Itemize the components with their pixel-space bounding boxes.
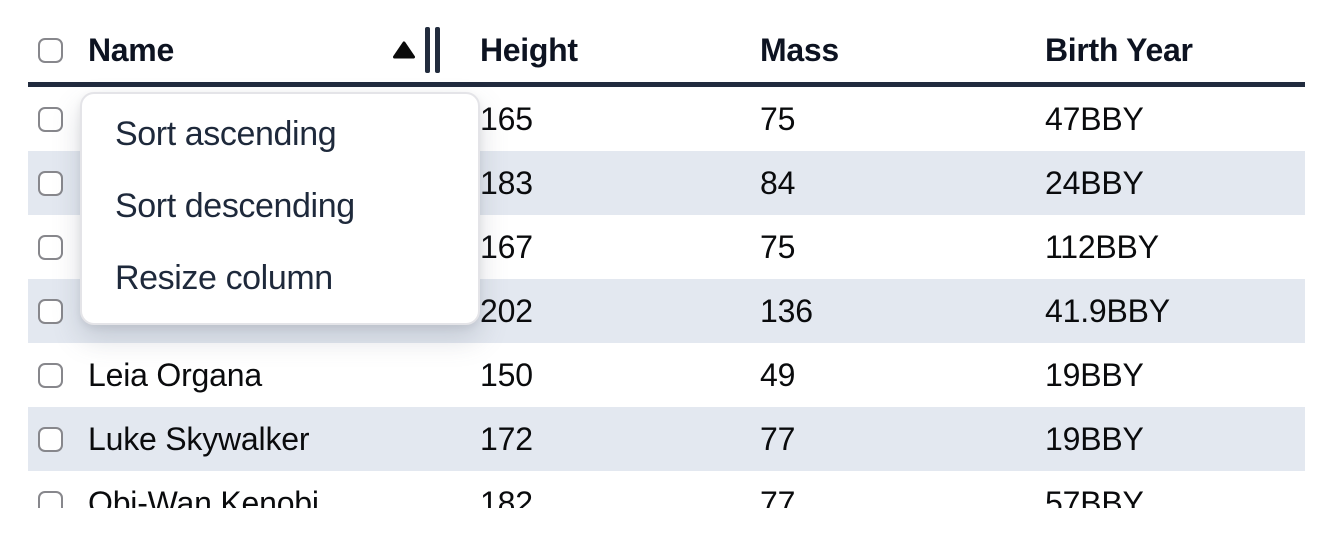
column-context-menu: Sort ascending Sort descending Resize co… [80, 92, 480, 325]
menu-item-sort-ascending[interactable]: Sort ascending [115, 114, 337, 153]
cell-birth-year: 24BBY [1045, 164, 1144, 201]
row-checkbox[interactable] [38, 362, 63, 388]
select-all-cell [28, 37, 88, 63]
cell-name: Obi-Wan Kenobi [88, 484, 319, 509]
cell-height: 202 [480, 292, 533, 329]
table-row: 202 136 41.9BBY [28, 279, 1305, 343]
cell-name: Luke Skywalker [88, 420, 310, 457]
menu-item-sort-descending[interactable]: Sort descending [115, 186, 355, 225]
row-select-cell [28, 426, 88, 452]
resize-bar-left [425, 27, 430, 73]
row-checkbox[interactable] [38, 490, 63, 508]
table-row: Luke Skywalker 172 77 19BBY [28, 407, 1305, 471]
table-row: Leia Organa 150 49 19BBY [28, 343, 1305, 407]
cell-height: 182 [480, 484, 533, 509]
cell-mass: 75 [760, 100, 796, 137]
row-checkbox[interactable] [38, 426, 63, 452]
column-header-mass[interactable]: Mass [760, 31, 839, 68]
cell-mass: 84 [760, 164, 796, 201]
cell-birth-year: 19BBY [1045, 356, 1144, 393]
row-checkbox[interactable] [38, 106, 63, 132]
cell-birth-year: 47BBY [1045, 100, 1144, 137]
cell-height: 172 [480, 420, 533, 457]
cell-name: Leia Organa [88, 356, 262, 393]
cell-mass: 136 [760, 292, 813, 329]
table-row: Obi-Wan Kenobi 182 77 57BBY [28, 471, 1305, 508]
table-row: 165 75 47BBY [28, 87, 1305, 151]
column-header-birth-year[interactable]: Birth Year [1045, 31, 1193, 68]
table-viewport: Name Height Mass Birth Year 165 75 47BBY [28, 18, 1305, 508]
cell-birth-year: 19BBY [1045, 420, 1144, 457]
cell-birth-year: 112BBY [1045, 228, 1159, 265]
resize-bar-right [435, 27, 440, 73]
row-select-cell [28, 170, 88, 196]
cell-height: 167 [480, 228, 533, 265]
row-checkbox[interactable] [38, 170, 63, 196]
select-all-checkbox[interactable] [38, 37, 63, 63]
column-header-name[interactable]: Name [88, 18, 480, 82]
row-select-cell [28, 362, 88, 388]
cell-height: 150 [480, 356, 533, 393]
cell-height: 165 [480, 100, 533, 137]
column-header-name-label: Name [88, 31, 174, 68]
row-select-cell [28, 234, 88, 260]
cell-mass: 77 [760, 484, 796, 509]
row-select-cell [28, 490, 88, 508]
table-header-row: Name Height Mass Birth Year [28, 18, 1305, 87]
row-select-cell [28, 106, 88, 132]
cell-mass: 49 [760, 356, 796, 393]
column-header-height[interactable]: Height [480, 31, 578, 68]
cell-birth-year: 57BBY [1045, 484, 1144, 509]
row-select-cell [28, 298, 88, 324]
cell-birth-year: 41.9BBY [1045, 292, 1170, 329]
cell-mass: 77 [760, 420, 796, 457]
row-checkbox[interactable] [38, 298, 63, 324]
cell-mass: 75 [760, 228, 796, 265]
table-row: 167 75 112BBY [28, 215, 1305, 279]
column-resize-handle[interactable] [425, 27, 440, 73]
menu-item-resize-column[interactable]: Resize column [115, 258, 333, 297]
sort-ascending-icon [393, 41, 415, 59]
row-checkbox[interactable] [38, 234, 63, 260]
cell-height: 183 [480, 164, 533, 201]
